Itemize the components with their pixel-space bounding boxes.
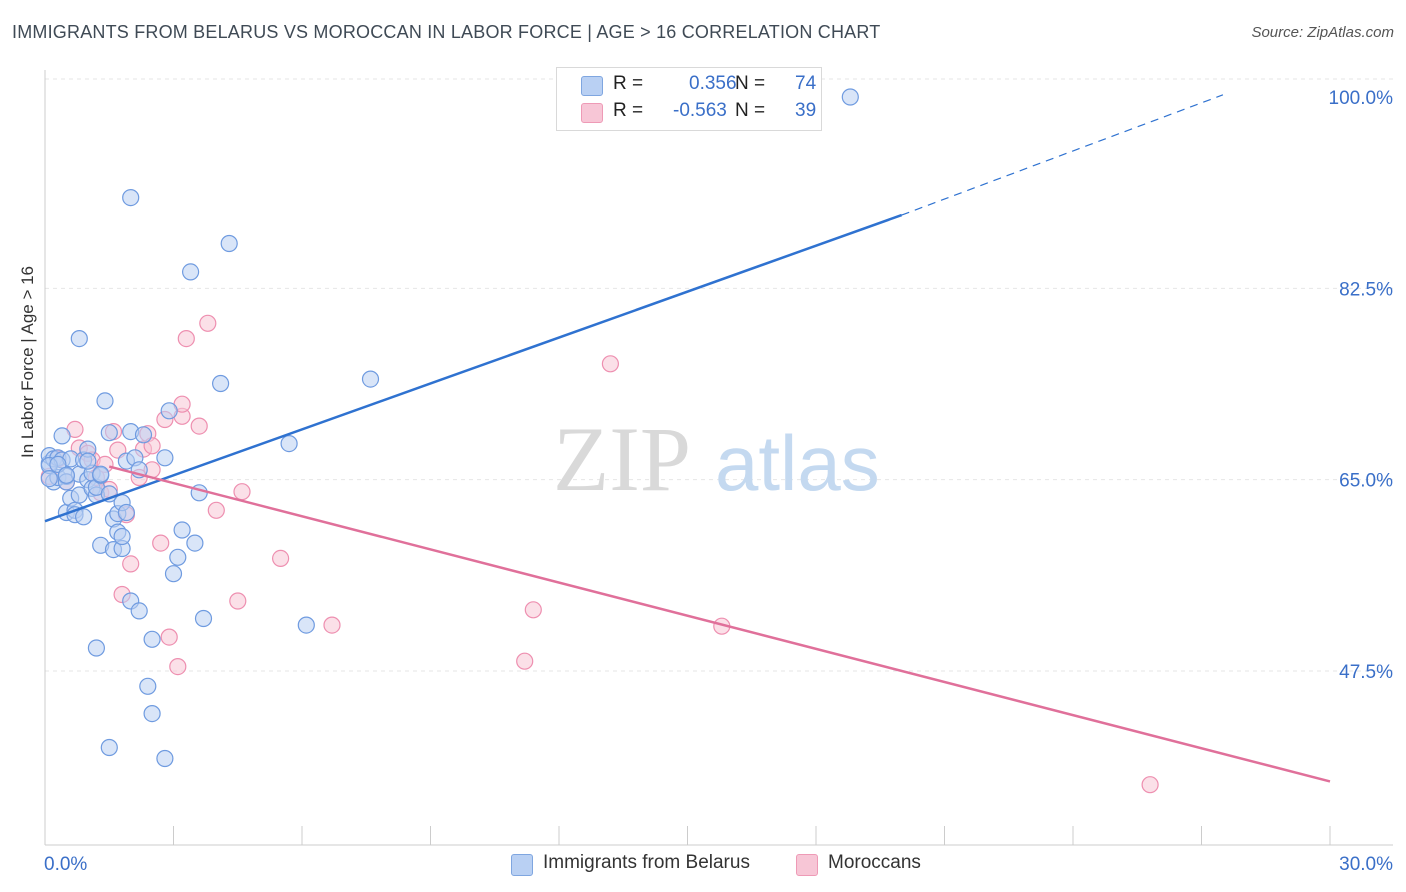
scatter-point	[100, 738, 118, 757]
scatter-point	[96, 392, 114, 410]
bottom-swatch-belarus	[511, 854, 533, 876]
trend-line-belarus-extension	[901, 94, 1224, 216]
scatter-point	[524, 601, 542, 619]
scatter-point	[53, 427, 71, 445]
series-belarus	[40, 88, 859, 768]
legend-swatch-moroccans	[581, 103, 603, 123]
scatter-point	[361, 370, 380, 388]
chart-title: IMMIGRANTS FROM BELARUS VS MOROCCAN IN L…	[12, 22, 881, 42]
scatter-point	[87, 639, 106, 657]
scatter-point	[122, 555, 140, 573]
scatter-point	[190, 417, 208, 435]
scatter-point	[169, 548, 187, 566]
stats-legend: R = 0.356 N = 74 R = -0.563 N = 39	[556, 67, 822, 131]
scatter-point	[169, 657, 187, 676]
scatter-point	[152, 534, 170, 552]
scatter-point	[280, 435, 298, 453]
y-tick-label: 47.5%	[1339, 662, 1393, 683]
series-moroccans	[40, 314, 1159, 794]
scatter-point	[177, 330, 195, 348]
scatter-point	[57, 466, 76, 484]
y-tick-labels: 100.0% 82.5% 65.0% 47.5%	[1329, 88, 1394, 683]
scatter-point	[220, 234, 238, 253]
watermark-atlas: atlas	[715, 419, 880, 507]
scatter-point	[1141, 776, 1159, 794]
scatter-point	[160, 402, 178, 420]
y-tick-label: 65.0%	[1339, 471, 1393, 492]
legend-r-value: -0.563	[673, 100, 727, 121]
scatter-point	[134, 426, 153, 444]
scatter-point	[173, 521, 191, 539]
scatter-point	[186, 534, 204, 552]
scatter-point	[70, 330, 88, 348]
scatter-point	[207, 501, 225, 519]
bottom-swatch-moroccans	[796, 854, 818, 876]
bottom-legend-label-moroccans: Moroccans	[828, 852, 921, 873]
scatter-point	[199, 314, 217, 332]
scatter-point	[516, 652, 534, 670]
bottom-legend-label-belarus: Immigrants from Belarus	[543, 852, 750, 873]
gridlines	[45, 78, 1393, 672]
scatter-point	[156, 449, 174, 467]
scatter-point	[841, 88, 859, 106]
scatter-point	[229, 592, 247, 610]
watermark: ZIP atlas	[553, 408, 880, 510]
scatter-point	[182, 263, 200, 281]
scatter-point	[130, 602, 148, 620]
x-max-label: 30.0%	[1339, 854, 1393, 875]
scatter-point	[122, 189, 140, 207]
scatter-point	[143, 704, 161, 723]
legend-swatch-belarus	[581, 76, 603, 96]
trend-line-belarus	[44, 213, 903, 523]
trend-line-moroccans	[108, 465, 1331, 783]
legend-r-label: R =	[613, 100, 644, 121]
x-min-label: 0.0%	[44, 854, 87, 875]
scatter-point	[139, 677, 157, 695]
y-tick-label: 100.0%	[1329, 88, 1394, 109]
legend-n-value: 74	[795, 73, 817, 94]
scatter-point	[601, 355, 620, 373]
legend-n-label: N =	[735, 73, 766, 94]
source-label: Source: ZipAtlas.com	[1251, 24, 1394, 41]
y-axis-label: In Labor Force | Age > 16	[18, 265, 37, 458]
legend-n-value: 39	[795, 100, 817, 121]
scatter-point	[117, 503, 136, 522]
scatter-point	[113, 527, 131, 546]
scatter-point	[143, 630, 161, 648]
y-tick-label: 82.5%	[1339, 279, 1393, 300]
scatter-point	[100, 424, 118, 442]
watermark-zip: ZIP	[553, 408, 691, 510]
trend-lines	[44, 94, 1331, 783]
scatter-point	[79, 452, 97, 470]
scatter-point	[212, 374, 230, 393]
legend-n-label: N =	[735, 100, 766, 121]
scatter-point	[74, 508, 93, 526]
scatter-point	[194, 609, 213, 628]
scatter-point	[323, 616, 341, 634]
scatter-point	[164, 565, 183, 583]
scatter-point	[40, 470, 58, 488]
scatter-point	[156, 749, 174, 768]
scatter-point	[233, 483, 251, 501]
legend-r-label: R =	[613, 73, 644, 94]
scatter-point	[272, 549, 290, 568]
legend-r-value: 0.356	[689, 73, 737, 94]
scatter-point	[297, 616, 315, 634]
scatter-point	[92, 465, 110, 483]
scatter-point	[160, 628, 178, 646]
